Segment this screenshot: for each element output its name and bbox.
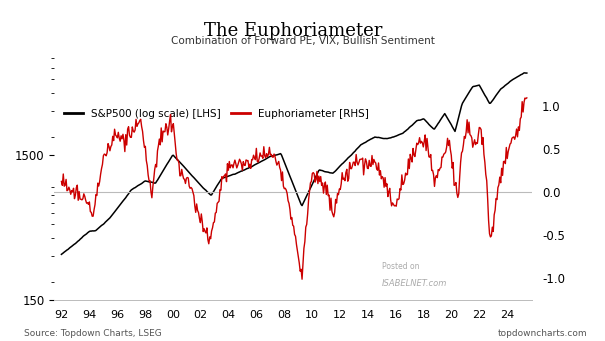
Text: Posted on: Posted on bbox=[382, 262, 419, 271]
Legend: S&P500 (log scale) [LHS], Euphoriameter [RHS]: S&P500 (log scale) [LHS], Euphoriameter … bbox=[60, 104, 373, 123]
Text: Source: Topdown Charts, LSEG: Source: Topdown Charts, LSEG bbox=[24, 329, 162, 338]
Text: topdowncharts.com: topdowncharts.com bbox=[497, 329, 587, 338]
Text: Combination of Forward PE, VIX, Bullish Sentiment: Combination of Forward PE, VIX, Bullish … bbox=[171, 36, 434, 46]
Text: ISABELNET.com: ISABELNET.com bbox=[382, 279, 447, 288]
Title: The Euphoriameter: The Euphoriameter bbox=[204, 22, 382, 40]
